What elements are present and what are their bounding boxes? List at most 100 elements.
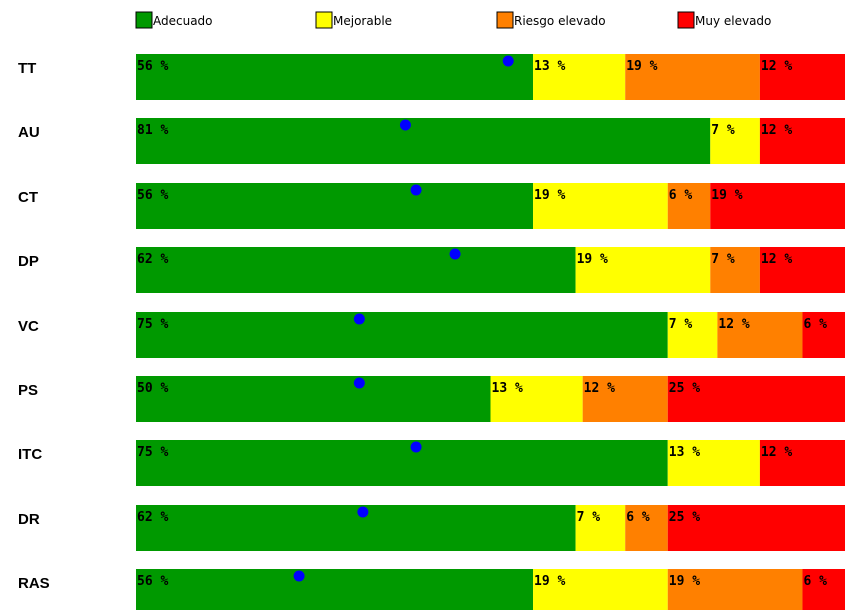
bar-segment [802, 569, 845, 610]
bar-value-label: 7 % [577, 510, 601, 525]
bar-value-label: 7 % [669, 317, 693, 332]
bar-value-label: 7 % [711, 252, 735, 267]
bar-value-label: 19 % [534, 574, 565, 589]
bar-segment [136, 183, 534, 229]
category-label: DP [18, 253, 39, 270]
bar-segment [136, 247, 576, 293]
bar-segment [490, 376, 583, 422]
bar-value-label: 19 % [534, 188, 565, 203]
bar-segment [533, 183, 668, 229]
bar-segment [759, 440, 845, 486]
category-label: CT [18, 189, 38, 206]
bar-segment [710, 183, 845, 229]
bar-segment [667, 569, 803, 610]
marker-dot [353, 313, 365, 325]
bar-value-label: 75 % [137, 445, 168, 460]
legend-swatch [135, 11, 153, 29]
bar-segment [625, 505, 668, 551]
legend-label: Riesgo elevado [514, 14, 606, 28]
markers [293, 55, 514, 582]
bar-value-label: 56 % [137, 59, 168, 74]
bar-segment [136, 312, 668, 358]
legend: Adecuado Mejorable Riesgo elevado Muy eleva… [135, 11, 771, 29]
marker-dot [353, 377, 365, 389]
legend-swatch [677, 11, 695, 29]
bar-segment [136, 569, 534, 610]
bar-value-label: 13 % [534, 59, 565, 74]
bar-value-label: 56 % [137, 574, 168, 589]
marker-dot [449, 248, 461, 260]
bar-segment [136, 376, 491, 422]
bar-segment [710, 118, 760, 164]
category-labels: TT AU CT DP VC PS ITC DR RAS [18, 60, 50, 592]
bar-segment [667, 183, 711, 229]
category-label: AU [18, 124, 40, 141]
bar-segment [802, 312, 845, 358]
bar-segment [667, 312, 718, 358]
bar-value-label: 62 % [137, 252, 168, 267]
bar-segment [667, 505, 845, 551]
bar-segment [575, 505, 626, 551]
bar-value-label: 25 % [669, 381, 700, 396]
bar-segment [136, 54, 534, 100]
bar-segment [759, 118, 845, 164]
marker-dot [399, 119, 411, 131]
bar-value-label: 19 % [669, 574, 700, 589]
legend-label: Muy elevado [695, 14, 771, 28]
bar-value-label: 12 % [718, 317, 749, 332]
bar-value-label: 56 % [137, 188, 168, 203]
bar-value-label: 12 % [761, 252, 792, 267]
bar-value-label: 81 % [137, 123, 168, 138]
bar-segment [625, 54, 760, 100]
bar-segment [533, 569, 668, 610]
data-labels: 56 % 13 % 19 % 12 % 81 % 7 % 12 % 56 % 19 % 6 % 19… [137, 59, 827, 589]
bar-value-label: 6 % [803, 317, 827, 332]
bar-segment [710, 247, 760, 293]
legend-label: Adecuado [153, 14, 213, 28]
bar-value-label: 19 % [577, 252, 608, 267]
bar-segment [533, 54, 626, 100]
marker-dot [410, 441, 422, 453]
bar-value-label: 12 % [761, 59, 792, 74]
bar-value-label: 19 % [626, 59, 657, 74]
bars [136, 54, 845, 610]
marker-dot [357, 506, 369, 518]
bar-segment [136, 440, 668, 486]
bar-segment [667, 376, 845, 422]
bar-value-label: 62 % [137, 510, 168, 525]
marker-dot [293, 570, 305, 582]
legend-swatch [496, 11, 514, 29]
bar-value-label: 12 % [584, 381, 615, 396]
bar-segment [667, 440, 760, 486]
bar-value-label: 19 % [711, 188, 742, 203]
bar-segment [575, 247, 711, 293]
bar-value-label: 50 % [137, 381, 168, 396]
bar-value-label: 6 % [626, 510, 650, 525]
bar-value-label: 12 % [761, 123, 792, 138]
bar-segment [717, 312, 803, 358]
marker-dot [410, 184, 422, 196]
bar-segment [759, 247, 845, 293]
bar-segment [582, 376, 668, 422]
bar-value-label: 75 % [137, 317, 168, 332]
category-label: ITC [18, 446, 42, 463]
bar-value-label: 12 % [761, 445, 792, 460]
bar-value-label: 25 % [669, 510, 700, 525]
bar-segment [136, 118, 711, 164]
category-label: PS [18, 382, 38, 399]
category-label: VC [18, 318, 39, 335]
category-label: RAS [18, 575, 50, 592]
legend-swatch [315, 11, 333, 29]
category-label: TT [18, 60, 36, 77]
bar-value-label: 6 % [669, 188, 693, 203]
bar-value-label: 13 % [492, 381, 523, 396]
bar-value-label: 13 % [669, 445, 700, 460]
category-label: DR [18, 511, 40, 528]
legend-label: Mejorable [333, 14, 392, 28]
bar-value-label: 7 % [711, 123, 735, 138]
marker-dot [502, 55, 514, 67]
bar-segment [136, 505, 576, 551]
bar-segment [759, 54, 845, 100]
bar-value-label: 6 % [803, 574, 827, 589]
